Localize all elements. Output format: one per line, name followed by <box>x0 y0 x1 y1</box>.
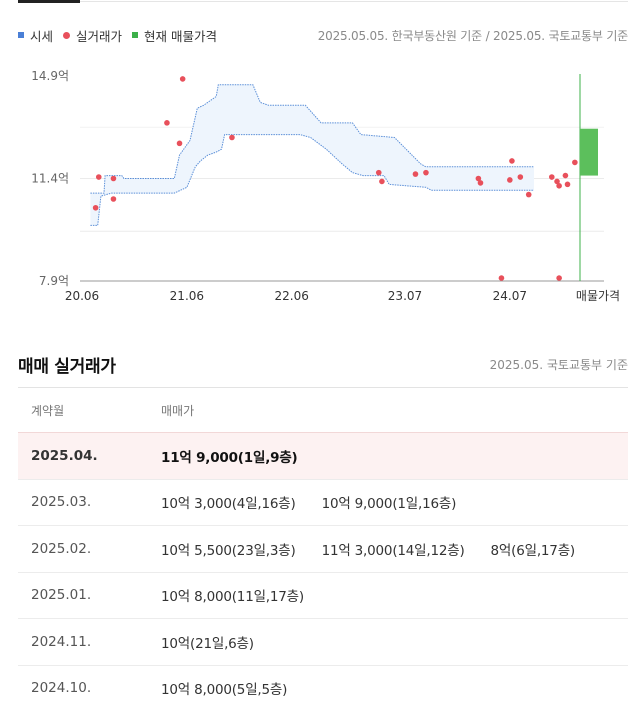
row-month: 2024.10. <box>31 680 92 697</box>
legend-square-icon <box>132 32 139 38</box>
deal-price: 10억 8,000(5일,5층) <box>161 682 288 699</box>
market-price-band <box>90 84 535 226</box>
transaction-point <box>517 174 524 180</box>
legend-label: 실거래가 <box>76 28 123 44</box>
transaction-point <box>110 196 117 202</box>
transaction-point <box>375 169 382 176</box>
row-deals: 10억(21일,6층) <box>161 632 280 652</box>
legend-dot-icon <box>63 31 71 39</box>
deal-price: 10억 5,500(23일,3층) <box>161 542 296 559</box>
section-divider <box>18 387 628 388</box>
transaction-point <box>475 175 482 182</box>
deal-price: 8억(6일,17층) <box>490 542 576 559</box>
row-deals: 10억 5,500(23일,3층) 11억 3,000(14일,12층) 8억(6일… <box>161 539 601 559</box>
y-tick-label: 11.4억 <box>31 172 69 186</box>
legend-item-listing-price: 현재 매물가격 <box>132 26 217 45</box>
transaction-point <box>564 181 571 188</box>
header-price: 매매가 <box>161 403 195 418</box>
tab-divider <box>80 1 628 2</box>
table-header: 계약월 매매가 <box>18 388 628 432</box>
active-tab-indicator <box>18 0 80 3</box>
y-tick-label: 7.9억 <box>39 274 69 288</box>
x-tick-label: 21.06 <box>170 289 204 303</box>
transaction-point <box>498 275 505 281</box>
transaction-point <box>379 178 385 185</box>
row-deals: 11억 9,000(1일,9층) <box>161 446 324 466</box>
x-tick-label-listing: 매물가격 <box>576 289 620 303</box>
transaction-point <box>572 159 578 166</box>
chart-source-note: 2025.05.05. 한국부동산원 기준 / 2025.05. 국토교통부 기… <box>317 29 628 43</box>
transaction-point <box>95 174 102 180</box>
legend-item-market-price: 시세 <box>18 26 53 45</box>
legend-square-icon <box>18 32 24 38</box>
transaction-point <box>229 134 235 141</box>
transaction-point <box>110 175 117 182</box>
x-tick-label: 20.06 <box>65 289 99 303</box>
deal-price: 11억 9,000(1일,9층) <box>161 449 298 466</box>
section-title: 매매 실거래가 <box>18 357 116 377</box>
row-month: 2025.02. <box>31 540 92 557</box>
transaction-point <box>556 183 562 189</box>
transaction-point <box>477 180 484 186</box>
row-month: 2025.01. <box>31 587 92 604</box>
x-tick-label: 23.07 <box>388 289 422 303</box>
table-row: 2024.11. 10억(21일,6층) <box>18 618 628 665</box>
header-month: 계약월 <box>31 403 65 418</box>
transaction-point <box>176 140 183 147</box>
row-month: 2024.11. <box>31 633 92 650</box>
row-month: 2025.03. <box>31 494 92 511</box>
table-row: 2025.04. 11억 9,000(1일,9층) <box>18 432 628 479</box>
transaction-point <box>562 172 569 179</box>
table-body: 2025.04. 11억 9,000(1일,9층) 2025.03. 10억 3,00… <box>18 432 628 704</box>
row-month: 2025.04. <box>31 447 98 464</box>
deal-price: 11억 3,000(14일,12층) <box>321 542 465 559</box>
deal-price: 10억 8,000(11일,17층) <box>161 589 304 606</box>
legend-label: 시세 <box>30 28 54 44</box>
deal-price: 10억 9,000(1일,16층) <box>321 496 457 513</box>
x-tick-label: 24.07 <box>493 289 527 303</box>
row-deals: 10억 8,000(5일,5층) <box>161 678 313 698</box>
table-row: 2025.03. 10억 3,000(4일,16층) 10억 9,000(1일,16… <box>18 478 628 526</box>
row-deals: 10억 3,000(4일,16층) 10억 9,000(1일,16층) <box>161 492 482 512</box>
chart-legend: 시세 실거래가 현재 매물가격 <box>18 26 227 44</box>
row-deals: 10억 8,000(11일,17층) <box>161 585 330 605</box>
transaction-point <box>525 191 532 198</box>
transaction-point <box>412 171 419 177</box>
deal-price: 10억 3,000(4일,16층) <box>161 496 296 513</box>
deal-price: 10억(21일,6층) <box>161 635 254 652</box>
transactions-table: 계약월 매매가 2025.04. 11억 9,000(1일,9층) 2025.03.… <box>18 388 628 704</box>
legend-item-transactions: 실거래가 <box>63 26 122 45</box>
transaction-point <box>554 178 560 185</box>
table-row: 2024.10. 10억 8,000(5일,5층) <box>18 664 628 704</box>
transaction-point <box>556 275 562 281</box>
x-tick-label: 22.06 <box>275 289 309 303</box>
listing-price-bar <box>580 128 598 176</box>
transaction-point <box>509 158 515 164</box>
legend-label: 현재 매물가격 <box>144 28 218 44</box>
transaction-point <box>507 177 513 183</box>
transaction-point <box>423 169 429 176</box>
table-row: 2025.01. 10억 8,000(11일,17층) <box>18 571 628 619</box>
transaction-point <box>92 204 99 211</box>
transaction-point <box>548 174 555 180</box>
table-row: 2025.02. 10억 5,500(23일,3층) 11억 3,000(14일,1… <box>18 525 628 572</box>
y-tick-label: 14.9억 <box>31 69 69 83</box>
section-source-note: 2025.05. 국토교통부 기준 <box>489 358 628 372</box>
transaction-point <box>164 120 170 126</box>
market-price-upper-line <box>90 84 534 194</box>
transaction-point <box>179 76 186 82</box>
market-price-lower-line <box>90 134 534 226</box>
